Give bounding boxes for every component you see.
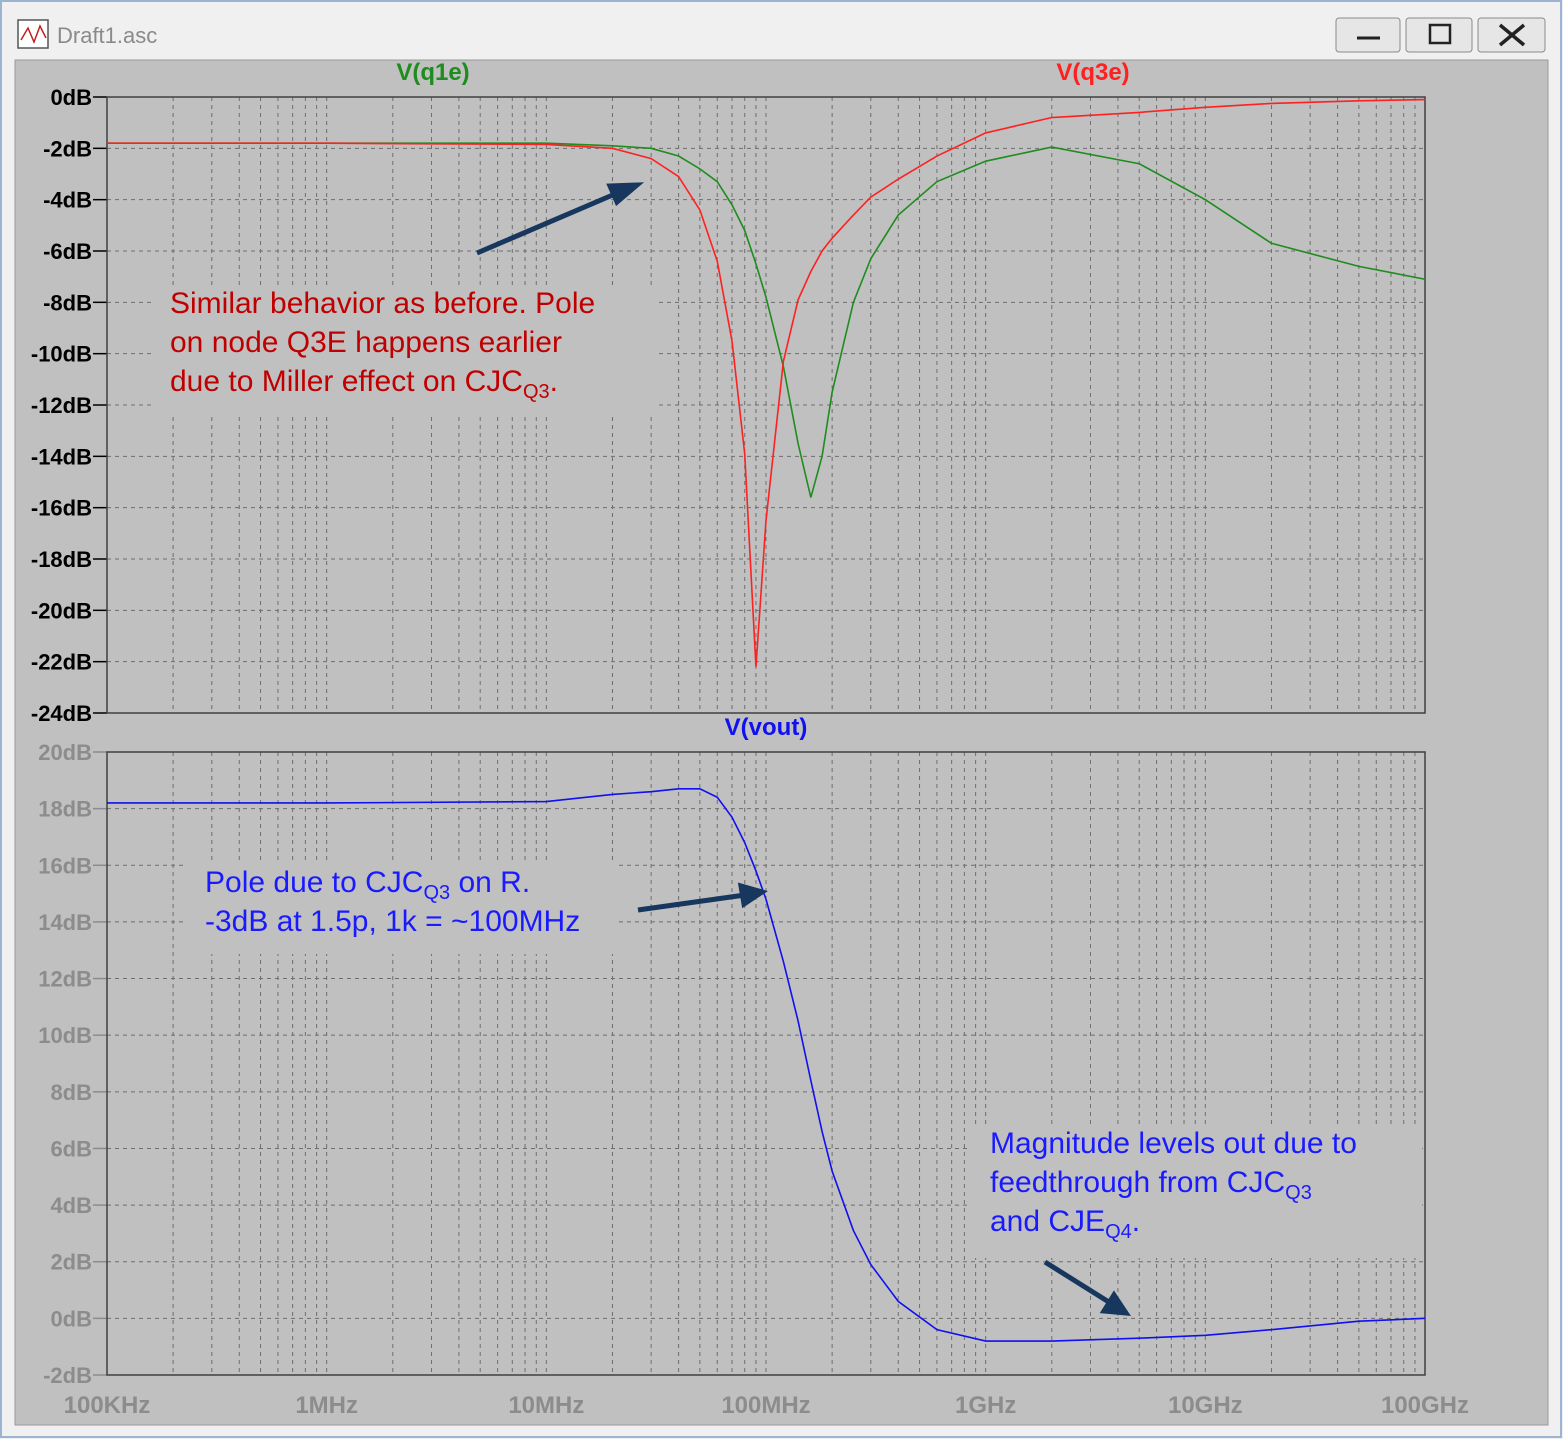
arrow-head <box>737 882 768 909</box>
y-tick-label: 12dB <box>38 967 92 992</box>
subscript: Q3 <box>423 882 450 904</box>
legend-label: V(q3e) <box>1056 59 1129 86</box>
annotation-line: feedthrough from CJCQ3 <box>990 1166 1312 1204</box>
arrow <box>1043 1259 1114 1307</box>
y-tick-label: -4dB <box>43 188 92 213</box>
plot-border <box>106 96 1426 714</box>
annotation-text: Pole due to CJC <box>205 866 423 899</box>
app-icon <box>17 19 49 49</box>
annotation-text: -3dB at 1.5p, 1k = ~100MHz <box>205 905 580 938</box>
subscript: Q3 <box>523 381 550 403</box>
minimize-button[interactable] <box>1335 17 1401 53</box>
annotation-line: due to Miller effect on CJCQ3. <box>170 365 558 403</box>
arrow-head <box>606 182 645 207</box>
plot-area <box>107 752 1425 1375</box>
annotation-line: Similar behavior as before. Pole <box>170 287 595 320</box>
x-tick-label: 10MHz <box>508 1392 584 1419</box>
y-tick-label: -22dB <box>31 650 92 675</box>
annotation-line: Pole due to CJCQ3 on R. <box>205 866 530 904</box>
x-tick-label: 100KHz <box>64 1392 151 1419</box>
y-tick-label: -2dB <box>43 1363 92 1388</box>
annotation-box <box>970 1128 1422 1258</box>
window-title: Draft1.asc <box>57 23 157 48</box>
annotation-text: . <box>1132 1205 1140 1238</box>
y-tick-label: 8dB <box>50 1080 92 1105</box>
y-tick-label: 16dB <box>38 853 92 878</box>
annotation-text: on R. <box>450 866 530 899</box>
y-tick-label: 6dB <box>50 1136 92 1161</box>
subscript: Q3 <box>1285 1182 1312 1204</box>
y-tick-label: -10dB <box>31 342 92 367</box>
plot-border <box>106 751 1426 1376</box>
legend-label: V(q1e) <box>396 59 469 86</box>
y-tick-label: -20dB <box>31 598 92 623</box>
y-tick-label: 0dB <box>50 85 92 110</box>
plots: 0dB -2dB -4dB -6dB -8dB -10dB -12dB -14dB -16dB -… <box>31 59 1469 1419</box>
y-tick-label: 4dB <box>50 1193 92 1218</box>
y-tick-label: -14dB <box>31 444 92 469</box>
annotation-line: and CJEQ4. <box>990 1205 1140 1243</box>
annotation-line: on node Q3E happens earlier <box>170 326 562 359</box>
y-tick-label: -6dB <box>43 239 92 264</box>
annotation-text: on node Q3E happens earlier <box>170 326 562 359</box>
arrows <box>476 182 1131 1316</box>
annotation-text: Magnitude levels out due to <box>990 1127 1357 1160</box>
annotation-text: Similar behavior as before. Pole <box>170 287 595 320</box>
y-tick-label: 10dB <box>38 1023 92 1048</box>
subscript: Q4 <box>1105 1221 1132 1243</box>
series-line <box>107 788 1426 1342</box>
arrow <box>637 892 746 913</box>
y-tick-label: 14dB <box>38 910 92 935</box>
annotation-box <box>155 288 655 416</box>
arrow-head <box>1099 1290 1131 1316</box>
y-tick-label: 18dB <box>38 797 92 822</box>
close-button[interactable] <box>1477 17 1546 53</box>
annotation-text: due to Miller effect on CJC <box>170 365 523 398</box>
annotation-line: Magnitude levels out due to <box>990 1127 1357 1160</box>
annotation-text: feedthrough from CJC <box>990 1166 1285 1199</box>
y-tick-label: -8dB <box>43 290 92 315</box>
x-tick-label: 100MHz <box>721 1392 810 1419</box>
y-tick-label: -2dB <box>43 136 92 161</box>
y-tick-label: -12dB <box>31 393 92 418</box>
legend-label: V(vout) <box>725 714 808 741</box>
maximize-button[interactable] <box>1405 17 1473 53</box>
annotation-text: . <box>550 365 558 398</box>
x-tick-label: 100GHz <box>1381 1392 1469 1419</box>
annotation-text: and CJE <box>990 1205 1105 1238</box>
arrow <box>476 188 623 256</box>
y-tick-label: -16dB <box>31 496 92 521</box>
series-line <box>107 98 1426 667</box>
x-tick-label: 1MHz <box>295 1392 358 1419</box>
x-tick-label: 1GHz <box>955 1392 1016 1419</box>
annotation-box <box>185 862 615 954</box>
y-tick-label: 2dB <box>50 1250 92 1275</box>
y-tick-label: 0dB <box>50 1306 92 1331</box>
annotation-line: -3dB at 1.5p, 1k = ~100MHz <box>205 905 580 938</box>
series-line <box>107 142 1426 498</box>
y-tick-label: -18dB <box>31 547 92 572</box>
y-tick-label: 20dB <box>38 740 92 765</box>
x-tick-label: 10GHz <box>1168 1392 1243 1419</box>
y-tick-label: -24dB <box>31 701 92 726</box>
